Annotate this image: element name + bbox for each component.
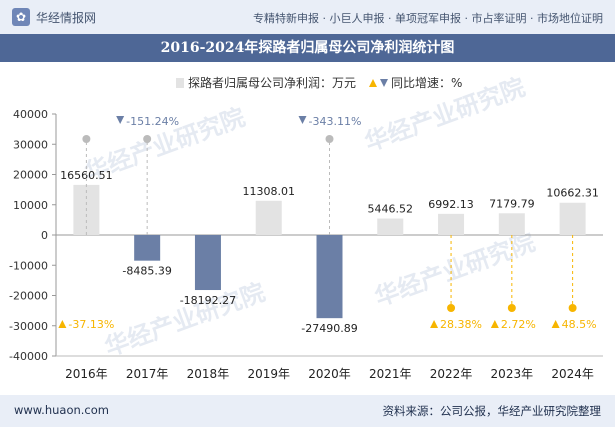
bar-value-label: -8485.39 <box>122 265 171 278</box>
up-triangle-icon <box>551 320 560 328</box>
bar-chart: 探路者归属母公司净利润：万元 同比增速：% 40000 30000 20000 10000… <box>9 75 603 381</box>
y-tick-label: 40000 <box>13 108 48 121</box>
x-tick-label: 2023年 <box>491 367 534 381</box>
legend-down-triangle-icon <box>380 79 388 87</box>
bar-value-label: 11308.01 <box>242 185 295 198</box>
brand-logo-icon: ✿ <box>12 8 30 26</box>
growth-label: -151.24% <box>126 115 179 128</box>
growth-label: 28.38% <box>440 318 482 331</box>
growth-label: 2.72% <box>501 318 536 331</box>
bar-value-label: -27490.89 <box>301 322 357 335</box>
growth-marker <box>507 304 516 312</box>
bar-value-label: 6992.13 <box>428 198 474 211</box>
bar-value-label: -18192.27 <box>180 294 236 307</box>
bar <box>316 235 343 319</box>
growth-label: -37.13% <box>68 318 114 331</box>
y-tick-label: 0 <box>41 229 48 242</box>
down-triangle-icon <box>298 116 307 124</box>
legend-swatch-bar <box>176 78 184 88</box>
x-tick-label: 2019年 <box>247 367 290 381</box>
legend-up-triangle-icon <box>369 79 377 87</box>
down-triangle-icon <box>116 116 125 124</box>
y-tick-label: 20000 <box>13 169 48 182</box>
x-tick-label: 2016年 <box>65 367 108 381</box>
chart-title: 2016-2024年探路者归属母公司净利润统计图 <box>0 34 615 62</box>
x-tick-label: 2017年 <box>126 367 169 381</box>
up-triangle-icon <box>490 320 499 328</box>
bar <box>438 213 465 235</box>
website-link[interactable]: www.huaon.com <box>14 403 109 417</box>
x-tick-label: 2020年 <box>308 367 351 381</box>
bar-value-label: 16560.51 <box>60 169 113 182</box>
legend-label-growth: 同比增速：% <box>391 76 462 90</box>
growth-marker <box>568 304 577 312</box>
bar <box>134 235 161 261</box>
bar <box>559 202 586 235</box>
growth-marker <box>143 135 152 143</box>
legend-label-bar: 探路者归属母公司净利润：万元 <box>188 75 356 90</box>
bar-value-label: 10662.31 <box>546 187 599 200</box>
bar-value-label: 5446.52 <box>368 203 414 216</box>
bar-value-label: 7179.79 <box>489 197 535 210</box>
brand[interactable]: ✿ 华经情报网 <box>12 8 96 26</box>
y-tick-label: -10000 <box>9 259 48 272</box>
growth-marker <box>325 135 334 143</box>
growth-marker <box>82 135 91 143</box>
y-tick-label: 10000 <box>13 199 48 212</box>
growth-label: -343.11% <box>309 115 362 128</box>
x-tick-label: 2024年 <box>551 367 594 381</box>
bar <box>255 200 282 235</box>
y-tick-label: -30000 <box>9 320 48 333</box>
x-tick-label: 2022年 <box>430 367 473 381</box>
growth-marker <box>447 304 456 312</box>
y-tick-label: 30000 <box>13 138 48 151</box>
brand-name: 华经情报网 <box>36 10 97 25</box>
up-triangle-icon <box>430 320 439 328</box>
x-tick-label: 2021年 <box>369 367 412 381</box>
y-tick-label: -20000 <box>9 290 48 303</box>
top-banner: ✿ 华经情报网 专精特新申报 · 小巨人申报 · 单项冠军申报 · 市占率证明 … <box>0 0 615 34</box>
bar <box>498 213 525 235</box>
growth-label: 48.5% <box>562 318 597 331</box>
up-triangle-icon <box>58 320 67 328</box>
source-note: 资料来源：公司公报，华经产业研究院整理 <box>382 404 602 418</box>
x-tick-label: 2018年 <box>187 367 230 381</box>
bar <box>194 235 221 291</box>
y-tick-label: -40000 <box>9 350 48 363</box>
footer: www.huaon.com 资料来源：公司公报，华经产业研究院整理 <box>0 395 615 427</box>
bar <box>377 218 404 235</box>
service-tagline: 专精特新申报 · 小巨人申报 · 单项冠军申报 · 市占率证明 · 市场地位证明 <box>253 12 603 25</box>
